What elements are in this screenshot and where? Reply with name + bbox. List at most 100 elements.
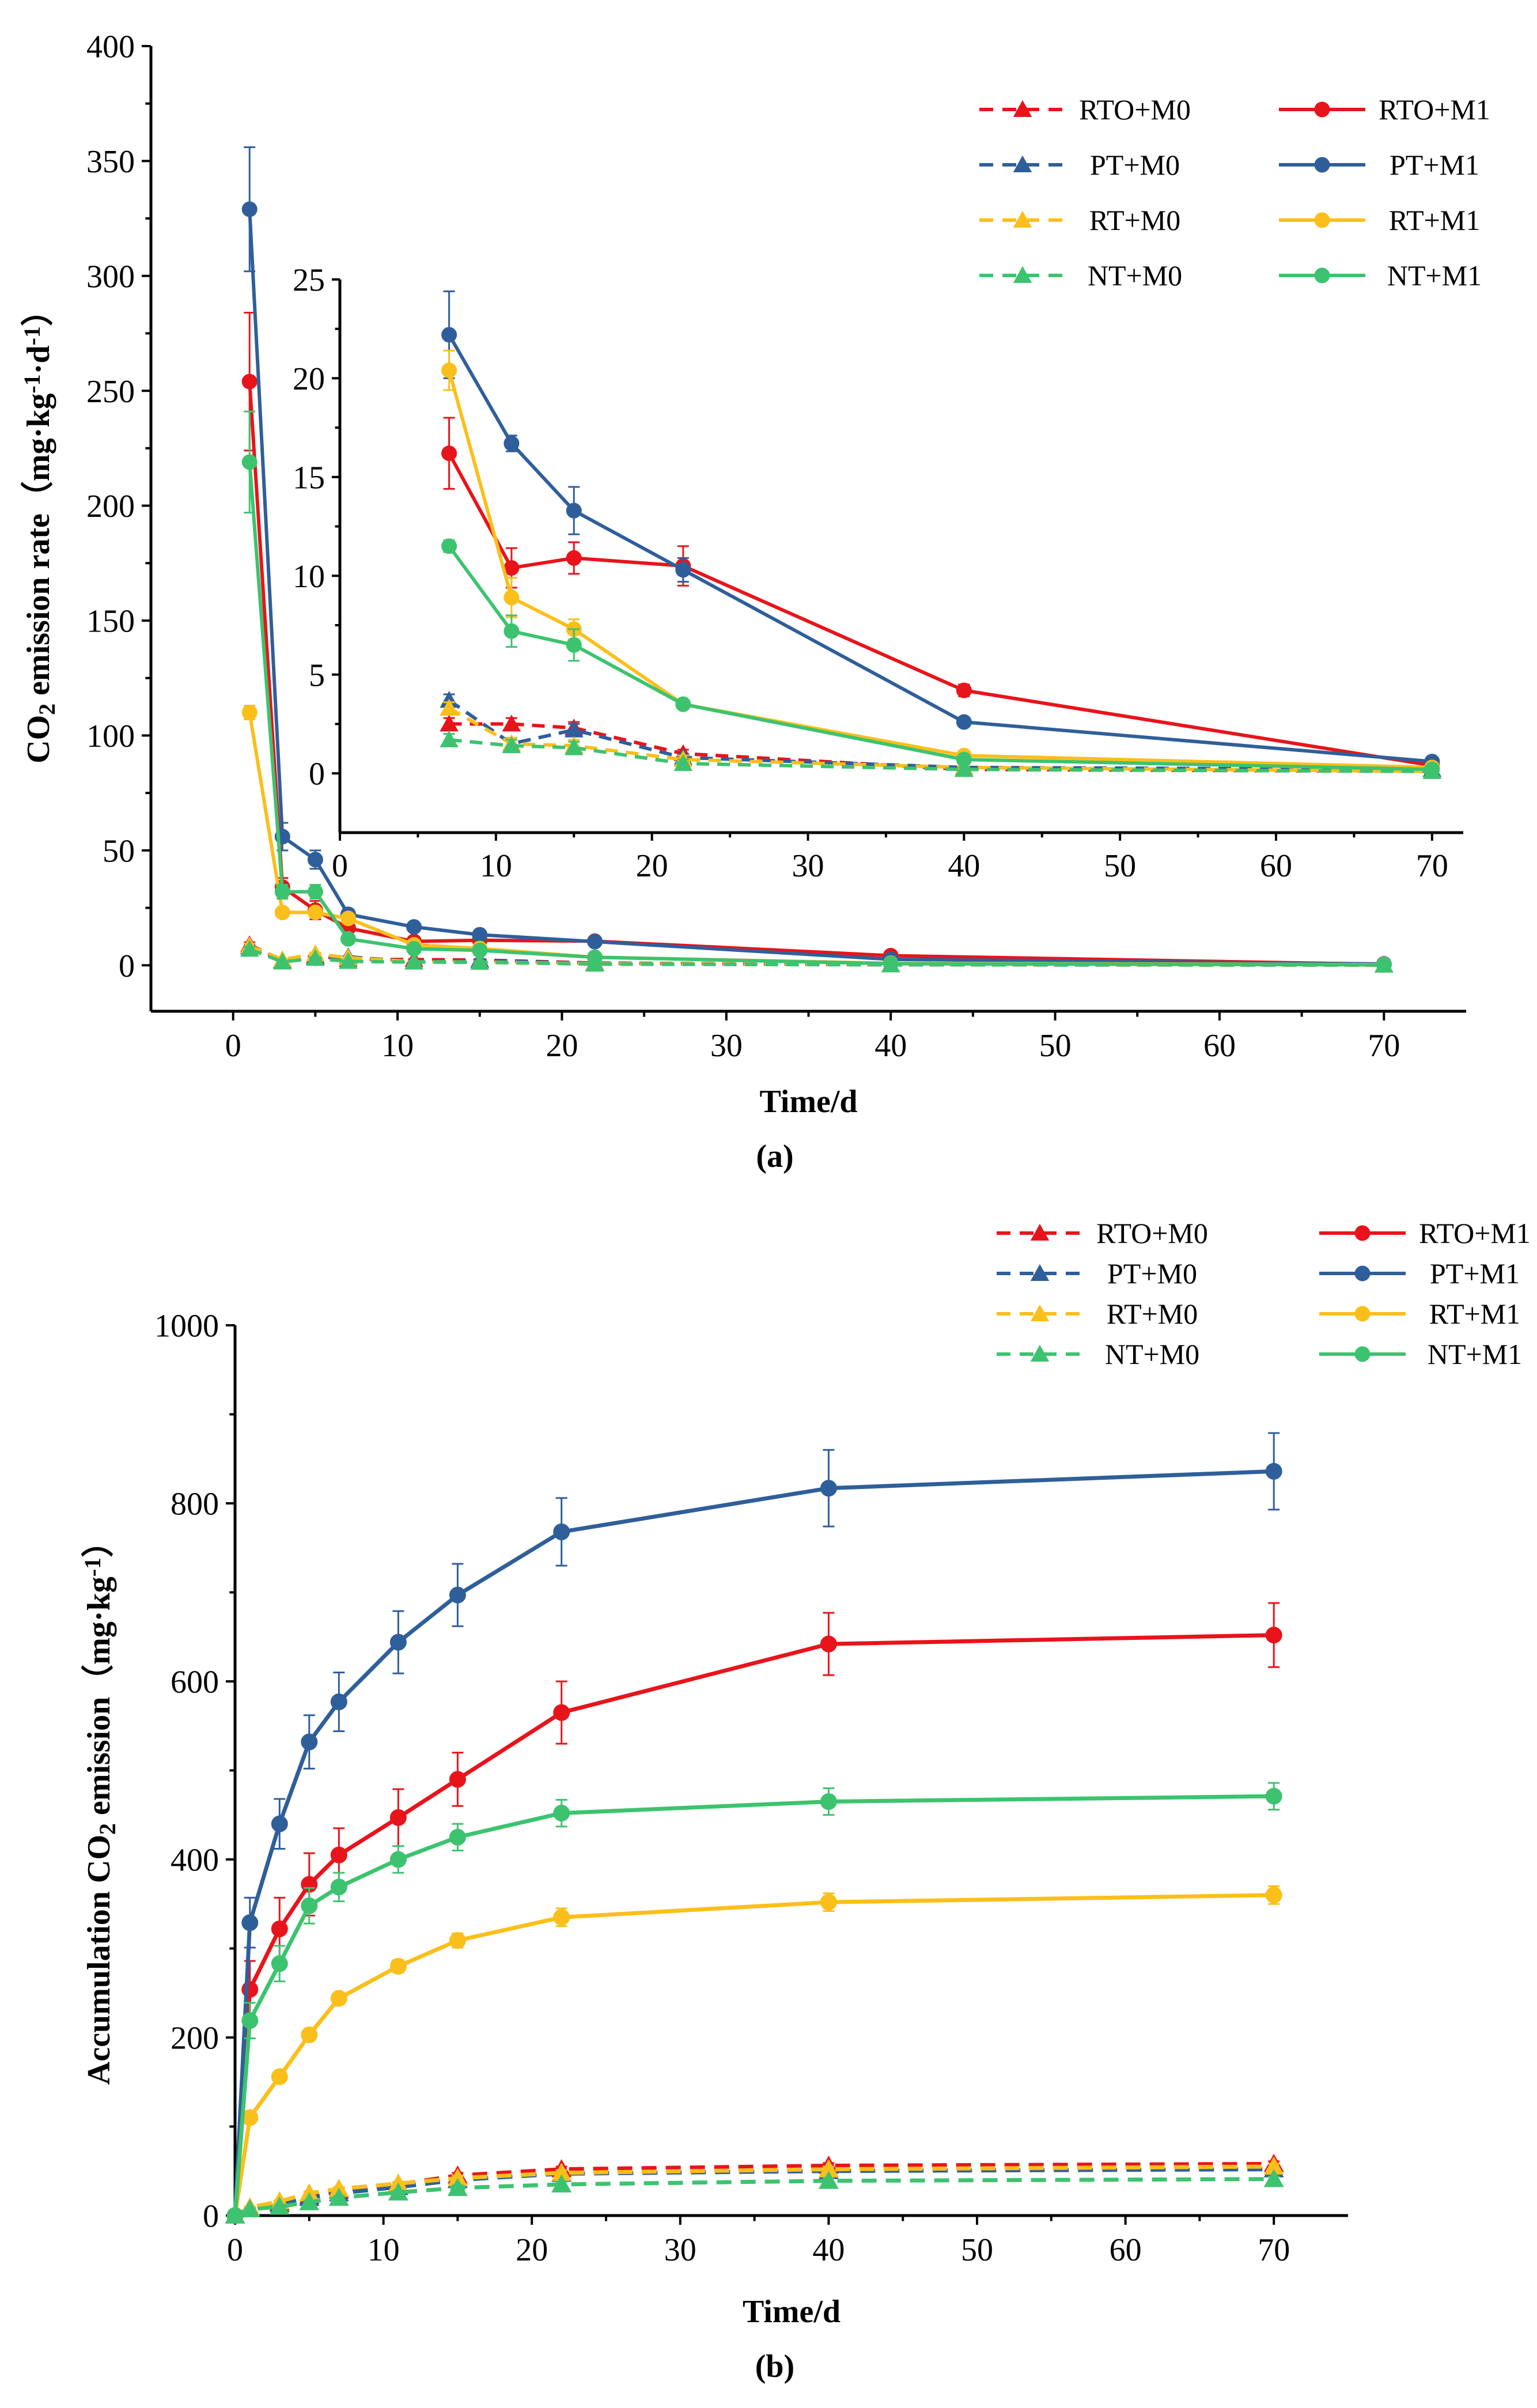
b-data-point-nt-m0 xyxy=(299,2192,320,2210)
a-data-point-nt-m1 xyxy=(340,931,356,947)
a-data-point-nt-m1 xyxy=(883,955,899,971)
a-legend-marker-nt-m0 xyxy=(1013,266,1032,283)
b-series-line-pt-m1 xyxy=(233,1469,1274,2216)
b-series-line-rt-m1 xyxy=(233,1893,1274,2216)
b-legend-label-pt-m0: PT+M0 xyxy=(1107,1257,1197,1290)
a-data-point-rt-m1 xyxy=(340,910,356,927)
b-legend-label-rt-m0: RT+M0 xyxy=(1107,1298,1198,1330)
b-data-point-rt-m0 xyxy=(551,2163,572,2181)
b-x-tick-label-20: 20 xyxy=(516,2232,548,2268)
a-y-axis-title-part: -1 xyxy=(19,326,45,345)
a-y-axis-title-part: emission rate（mg·kg xyxy=(20,394,56,704)
b-data-point-rto-m1 xyxy=(1265,1627,1282,1644)
b-legend-marker-nt-m0 xyxy=(1030,1344,1050,1362)
b-data-point-rt-m1 xyxy=(1265,1887,1282,1904)
b-data-point-nt-m1 xyxy=(1265,1787,1282,1805)
a-y-axis-title-part: ·d xyxy=(21,345,56,374)
a-legend-label-pt-m0: PT+M0 xyxy=(1090,149,1180,181)
b-data-point-nt-m1 xyxy=(271,1955,288,1972)
a-data-point-nt-m0 xyxy=(273,952,292,970)
a-legend-label-nt-m1: NT+M1 xyxy=(1387,259,1482,292)
a-inset-data-point-rto-m1 xyxy=(956,682,972,698)
a-inset-x-tick-label-40: 40 xyxy=(948,848,980,884)
a-series-nt-m1 xyxy=(241,410,1392,973)
a-y-axis-title-part: ） xyxy=(20,294,56,326)
b-series-line-rto-m1 xyxy=(233,1633,1274,2216)
b-data-point-rt-m1 xyxy=(301,2026,318,2043)
b-data-point-rt-m0 xyxy=(818,2159,839,2178)
b-data-point-nt-m1 xyxy=(241,2012,259,2029)
a-inset-x-tick-label-20: 20 xyxy=(636,848,668,884)
a-data-point-pt-m1 xyxy=(307,852,323,868)
a-x-tick-label-0: 0 xyxy=(225,1028,241,1064)
a-inset-series-line-pt-m1 xyxy=(447,334,1433,763)
b-data-point-pt-m1 xyxy=(241,1914,259,1931)
b-y-tick-label-1000: 1000 xyxy=(154,1309,219,1344)
a-data-point-pt-m1 xyxy=(587,933,603,950)
b-x-tick-label-70: 70 xyxy=(1258,2232,1290,2268)
b-y-tick-label-0: 0 xyxy=(203,2199,219,2235)
b-data-point-nt-m1 xyxy=(301,1897,318,1914)
a-data-point-nt-m1 xyxy=(241,454,258,470)
b-data-point-rt-m1 xyxy=(820,1893,837,1911)
a-inset-data-point-pt-m1 xyxy=(675,562,691,578)
a-legend-label-rt-m0: RT+M0 xyxy=(1089,204,1181,236)
a-x-tick-label-70: 70 xyxy=(1368,1028,1400,1064)
b-legend-marker-rto-m0 xyxy=(1030,1223,1050,1241)
panel-b-cumulative-emission-chart: 0 10 20 30 40 50 60 70 0 200 400 600 800 1000 RTO+M0 PT… xyxy=(80,1217,1531,2384)
b-data-point-nt-m0 xyxy=(1263,2169,1284,2187)
a-data-point-pt-m1 xyxy=(472,927,488,943)
a-legend-item-pt-m1: PT+M1 xyxy=(1279,149,1479,181)
a-inset-series-line-rt-m1 xyxy=(447,369,1432,769)
b-data-point-pt-m1 xyxy=(820,1480,837,1497)
a-y-tick-label-100: 100 xyxy=(86,719,135,754)
b-data-point-rto-m1 xyxy=(271,1921,288,1938)
b-data-point-nt-m0 xyxy=(447,2178,468,2197)
a-inset-series-line-nt-m0 xyxy=(449,738,1432,773)
b-x-tick-label-50: 50 xyxy=(961,2232,993,2268)
a-panel-label: (a) xyxy=(756,1139,793,1174)
b-data-point-nt-m0 xyxy=(269,2197,290,2215)
a-y-tick-label-50: 50 xyxy=(103,833,135,869)
a-inset-x-tick-label-60: 60 xyxy=(1260,848,1292,884)
a-legend-label-rto-m0: RTO+M0 xyxy=(1079,93,1191,126)
a-data-point-nt-m1 xyxy=(406,941,422,957)
a-inset-x-tick-label-70: 70 xyxy=(1416,848,1448,884)
a-series-line-nt-m1 xyxy=(248,462,1384,967)
b-series-line-nt-m1 xyxy=(233,1794,1274,2216)
b-data-point-pt-m1 xyxy=(330,1693,347,1711)
a-data-point-rt-m1 xyxy=(274,905,290,921)
a-x-tick-label-50: 50 xyxy=(1039,1028,1072,1064)
b-data-point-pt-m1 xyxy=(271,1815,288,1832)
b-x-tick-label-40: 40 xyxy=(812,2232,845,2268)
a-inset-data-point-rto-m1 xyxy=(441,445,457,462)
a-inset-data-point-nt-m0 xyxy=(502,736,521,754)
b-data-point-nt-m1 xyxy=(226,2207,244,2224)
a-inset-y-tick-label-0: 0 xyxy=(309,757,325,792)
b-data-point-rto-m1 xyxy=(389,1809,407,1826)
b-data-point-nt-m1 xyxy=(553,1805,570,1822)
b-legend-item-pt-m1: PT+M1 xyxy=(1319,1257,1520,1290)
b-data-point-pt-m1 xyxy=(301,1733,318,1751)
a-inset-data-point-pt-m1 xyxy=(566,502,582,519)
b-legend-marker-rt-m1 xyxy=(1354,1306,1371,1322)
b-data-point-nt-m1 xyxy=(389,1851,407,1868)
a-inset-y-tick-label-20: 20 xyxy=(293,361,325,397)
a-inset-data-point-nt-m1 xyxy=(504,623,520,639)
b-data-point-rt-m1 xyxy=(389,1957,407,1975)
b-legend-label-rt-m1: RT+M1 xyxy=(1429,1298,1521,1330)
a-inset-data-point-pt-m1 xyxy=(504,436,520,452)
a-legend-item-rt-m0: RT+M0 xyxy=(979,204,1180,236)
b-data-point-nt-m0 xyxy=(388,2182,408,2201)
a-legend-label-rto-m1: RTO+M1 xyxy=(1379,93,1490,126)
b-series-pt-m1 xyxy=(226,1432,1282,2224)
a-data-point-pt-m1 xyxy=(406,919,422,935)
a-y-tick-label-400: 400 xyxy=(86,29,135,65)
a-legend-label-pt-m1: PT+M1 xyxy=(1390,149,1479,181)
b-data-point-nt-m1 xyxy=(330,1878,347,1896)
b-data-point-rt-m1 xyxy=(553,1908,570,1926)
b-legend-label-pt-m1: PT+M1 xyxy=(1430,1257,1520,1290)
a-legend-marker-nt-m1 xyxy=(1314,267,1330,283)
a-inset-series-line-rt-m0 xyxy=(448,706,1432,773)
